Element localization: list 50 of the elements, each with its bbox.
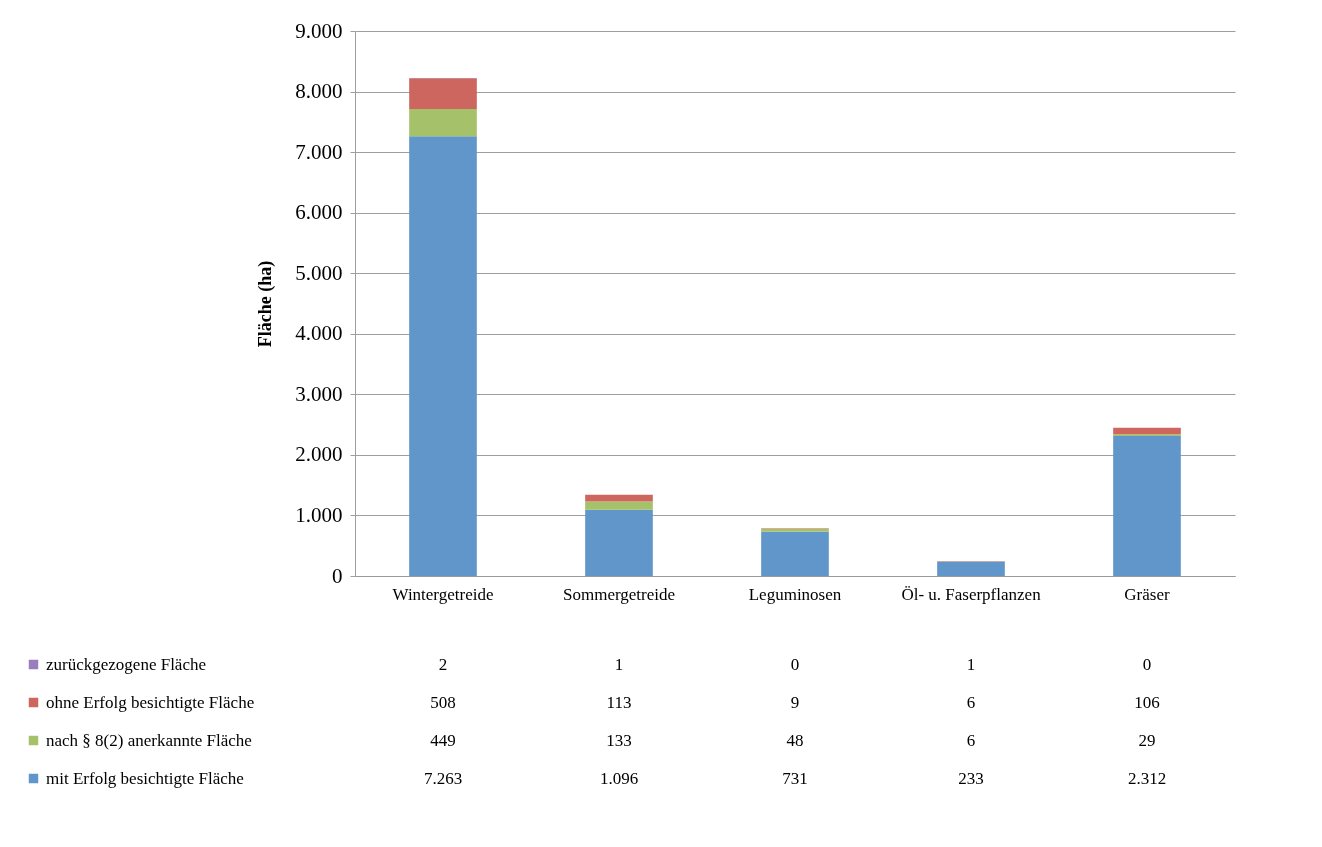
x-tick-label: Wintergetreide <box>392 584 494 604</box>
data-label: 133 <box>606 731 632 750</box>
bar <box>409 78 477 109</box>
y-tick-label: 8.000 <box>295 79 343 104</box>
x-tick-label: Sommergetreide <box>562 584 676 604</box>
y-tick-label: 6.000 <box>295 200 343 225</box>
data-label: 0 <box>1142 655 1152 674</box>
data-label: 48 <box>786 731 804 750</box>
bar <box>409 109 477 137</box>
data-label: 29 <box>1138 731 1156 750</box>
legend-label: zurückgezogene Fläche <box>46 654 206 674</box>
x-tick-label: Leguminosen <box>748 584 842 604</box>
data-label: 2.312 <box>1127 769 1167 788</box>
data-label: 0 <box>790 655 800 674</box>
data-label: 2 <box>438 655 448 674</box>
data-label: 449 <box>430 731 456 750</box>
y-tick-label: 2.000 <box>295 442 343 467</box>
bar <box>585 501 653 510</box>
y-tick-label: 1.000 <box>295 502 343 527</box>
data-label: 1 <box>966 655 976 674</box>
legend-label: mit Erfolg besichtigte Fläche <box>46 768 244 788</box>
y-tick-label: 7.000 <box>295 139 343 164</box>
x-tick-label: Öl- u. Faserpflanzen <box>901 584 1042 604</box>
y-tick-label: 0 <box>332 563 343 588</box>
data-label: 113 <box>606 693 632 712</box>
data-label: 106 <box>1134 693 1160 712</box>
data-label: 508 <box>430 693 456 712</box>
bar <box>1113 427 1181 435</box>
data-label: 731 <box>782 769 808 788</box>
y-tick-label: 9.000 <box>295 18 343 43</box>
bar <box>937 561 1005 576</box>
y-axis-title: Fläche (ha) <box>255 260 277 348</box>
bar <box>585 494 653 502</box>
bar <box>761 531 829 576</box>
y-tick-label: 3.000 <box>295 381 343 406</box>
legend-label: nach § 8(2) anerkannte Fläche <box>46 730 252 750</box>
data-label: 9 <box>790 693 800 712</box>
data-label: 233 <box>958 769 984 788</box>
bar <box>409 136 477 576</box>
data-label: 6 <box>966 731 976 750</box>
x-tick-label: Gräser <box>1124 584 1170 604</box>
y-tick-label: 4.000 <box>295 321 343 346</box>
bar <box>585 509 653 576</box>
bar <box>1113 436 1181 576</box>
data-label: 1.096 <box>599 769 639 788</box>
data-label: 1 <box>614 655 624 674</box>
y-tick-label: 5.000 <box>295 260 343 285</box>
data-label: 6 <box>966 693 976 712</box>
data-label: 7.263 <box>423 769 463 788</box>
legend-label: ohne Erfolg besichtigte Fläche <box>46 692 255 712</box>
